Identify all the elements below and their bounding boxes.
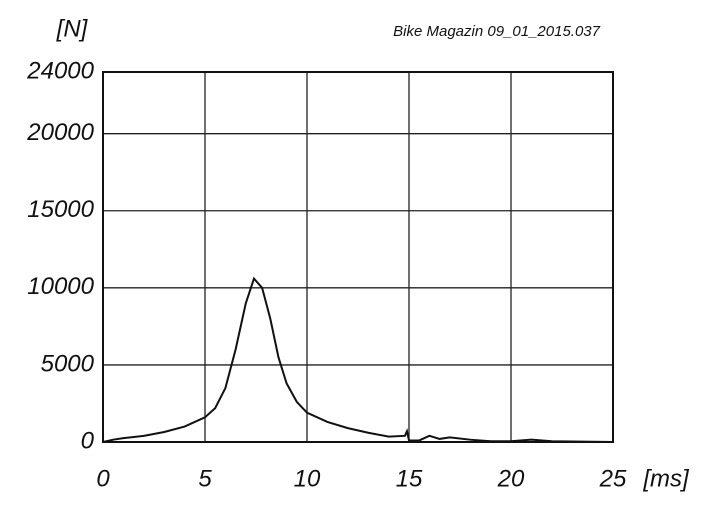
x-tick-label: 20 xyxy=(497,465,525,492)
y-axis-label: [N] xyxy=(56,15,89,42)
y-tick-label: 0 xyxy=(81,427,95,454)
x-tick-label: 5 xyxy=(198,465,212,492)
plot-frame xyxy=(102,71,614,443)
y-tick-label: 20000 xyxy=(26,119,94,146)
x-tick-label: 25 xyxy=(599,465,627,492)
x-tick-label: 10 xyxy=(294,465,321,492)
x-tick-label: 0 xyxy=(96,465,110,492)
y-tick-label: 15000 xyxy=(27,196,94,223)
x-tick-label: 15 xyxy=(396,465,423,492)
data-line xyxy=(102,276,614,443)
x-axis-label: [ms] xyxy=(642,465,690,492)
y-tick-label: 24000 xyxy=(26,57,94,84)
chart-title: Bike Magazin 09_01_2015.037 xyxy=(393,23,600,40)
y-tick-label: 10000 xyxy=(27,273,94,300)
y-tick-label: 5000 xyxy=(41,350,95,377)
